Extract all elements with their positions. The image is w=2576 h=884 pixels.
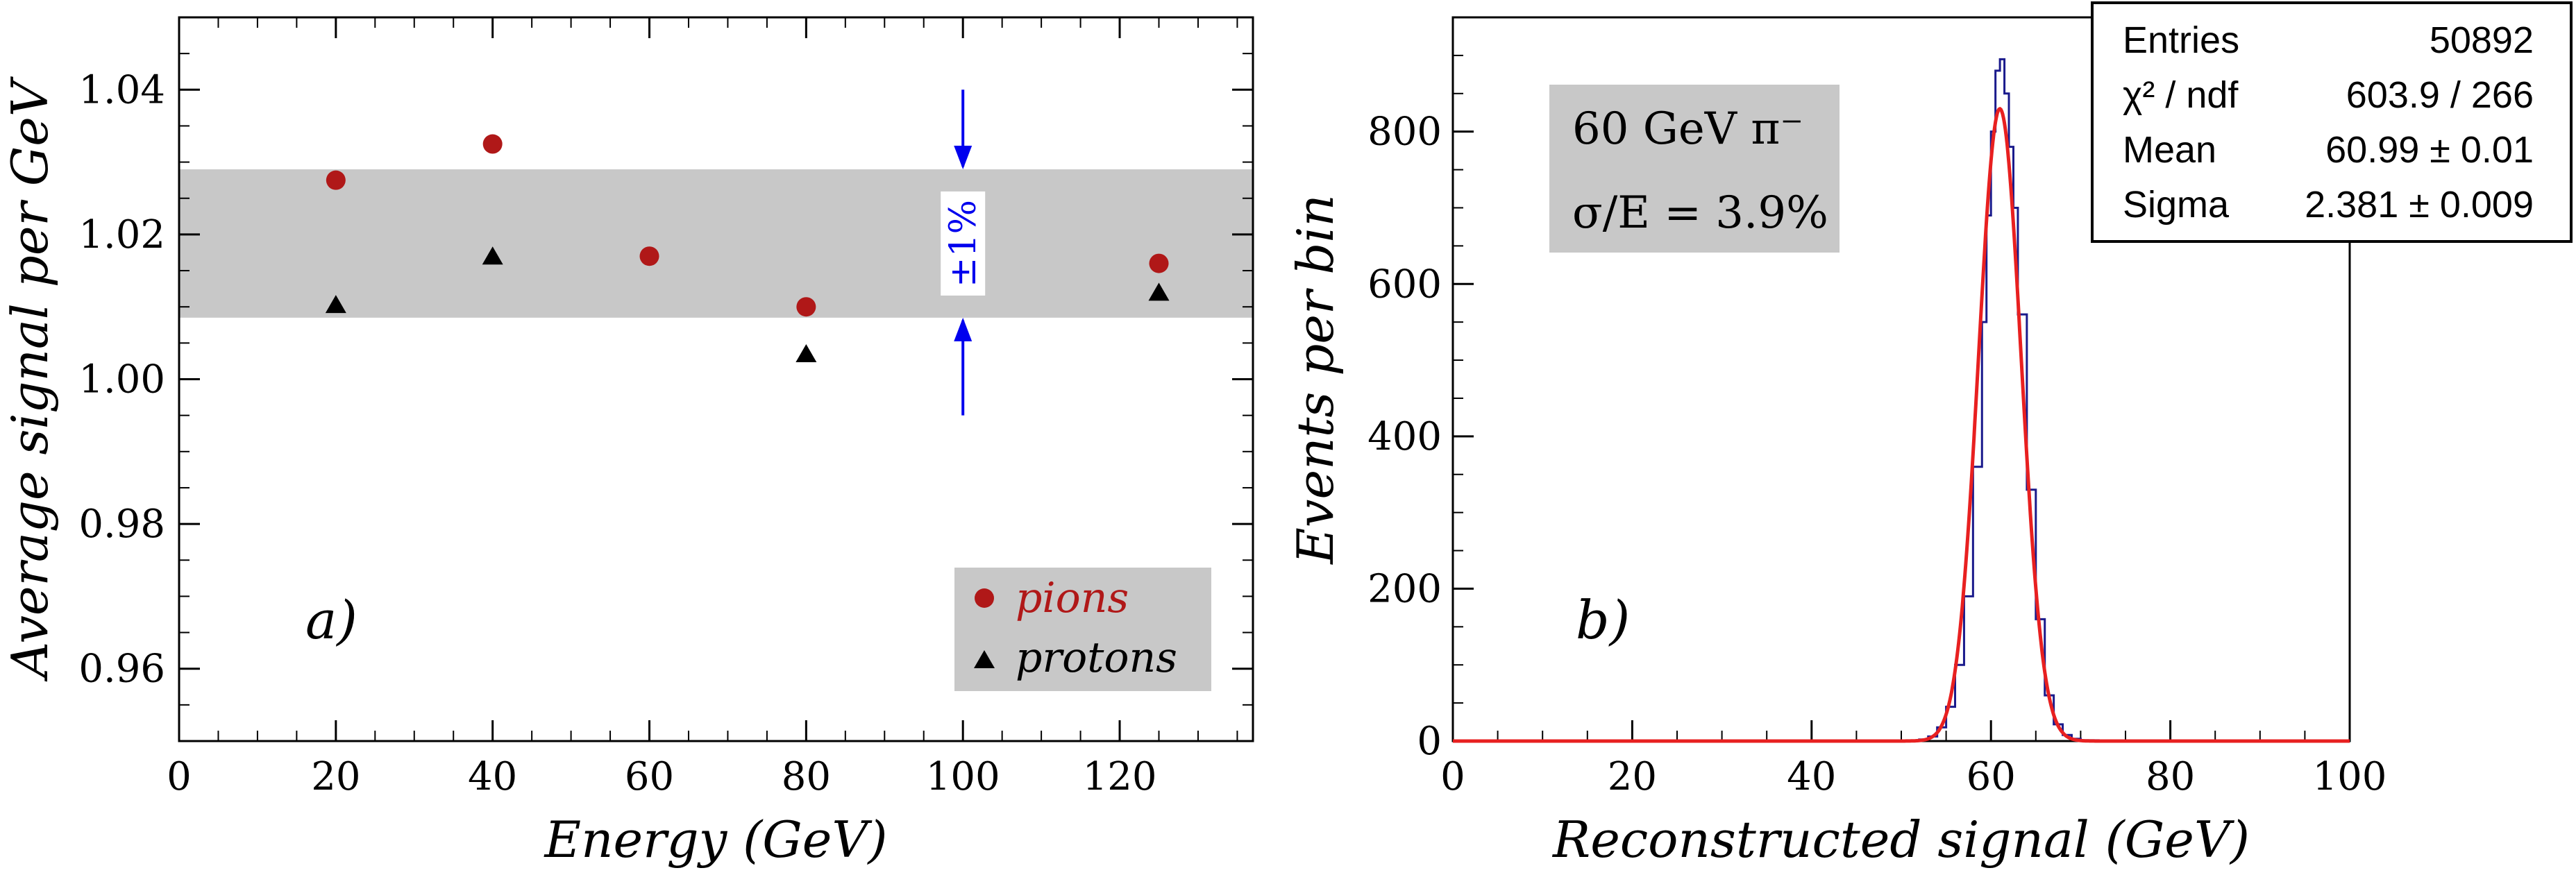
beam-info-background — [1549, 85, 1840, 253]
stats-sigma-value: 2.381 ± 0.009 — [2305, 184, 2534, 226]
y-tick-label: 0 — [1417, 719, 1442, 764]
panel-a-label: a) — [305, 589, 357, 651]
legend-pions-label: pions — [1016, 574, 1129, 622]
y-tick-label: 1.02 — [78, 212, 165, 257]
y-tick-label: 800 — [1367, 110, 1442, 155]
tolerance-band — [179, 169, 1253, 318]
y-tick-label: 1.04 — [78, 67, 165, 112]
arrow-up-head — [954, 317, 973, 341]
tolerance-band-layer — [179, 169, 1253, 318]
proton-data-point — [795, 343, 817, 362]
panel-a-frame — [178, 16, 1254, 742]
x-tick-label: 120 — [1083, 754, 1157, 799]
panel-a-y-axis-label: Average signal per GeV — [1, 76, 59, 682]
beam-info-energy: 60 GeV π⁻ — [1572, 103, 1803, 155]
y-tick-label: 200 — [1367, 566, 1442, 611]
legend-protons-label: protons — [1016, 634, 1177, 682]
stats-mean-value: 60.99 ± 0.01 — [2325, 129, 2534, 171]
panel-b-label: b) — [1576, 589, 1630, 651]
panel-a-legend: pions protons — [954, 568, 1211, 691]
legend-protons-marker — [974, 650, 995, 668]
stats-sigma-label: Sigma — [2123, 184, 2230, 226]
pion-data-point — [482, 134, 503, 154]
y-tick-label: 600 — [1367, 262, 1442, 307]
panel-a-ticks: 0 20 40 60 80 100 120 0.96 0.98 1.00 1.02 1.04 — [78, 17, 1253, 799]
proton-data-point — [1148, 282, 1170, 301]
stats-box-frame — [2091, 1, 2573, 243]
x-tick-label: 40 — [1787, 754, 1836, 799]
x-tick-label: 100 — [926, 754, 1000, 799]
proton-data-point — [482, 246, 503, 265]
panel-b-y-axis-label: Events per bin — [1286, 194, 1345, 565]
stats-chi2-label: χ² / ndf — [2123, 74, 2239, 116]
x-tick-label: 100 — [2313, 754, 2387, 799]
panel-a-x-axis-label: Energy (GeV) — [544, 810, 888, 869]
stats-box: Entries 50892 χ² / ndf 603.9 / 266 Mean … — [2091, 1, 2573, 243]
x-tick-label: 40 — [468, 754, 517, 799]
x-tick-label: 60 — [1967, 754, 2016, 799]
panel-b: 0 20 40 60 80 100 0 200 400 600 800 60 GeV π⁻ σ/E … — [1286, 1, 2573, 869]
panel-b-x-axis-label: Reconstructed signal (GeV) — [1551, 810, 2250, 869]
x-tick-label: 80 — [2146, 754, 2195, 799]
y-tick-label: 0.96 — [78, 647, 165, 692]
y-tick-label: 0.98 — [78, 502, 165, 547]
y-tick-label: 1.00 — [78, 357, 165, 402]
pion-data-point — [326, 170, 346, 190]
x-tick-label: 60 — [625, 754, 674, 799]
gaussian-fit-line — [1453, 106, 2350, 743]
percent-annotation: ±1% — [941, 90, 986, 416]
x-tick-label: 20 — [311, 754, 360, 799]
proton-data-point — [325, 295, 346, 314]
x-tick-label: 0 — [1440, 754, 1465, 799]
panel-b-ticks: 0 20 40 60 80 100 0 200 400 600 800 — [1367, 54, 2387, 799]
pion-data-point — [796, 297, 816, 317]
arrow-down-head — [954, 146, 973, 170]
pion-data-point — [1149, 253, 1169, 273]
stats-mean-label: Mean — [2123, 129, 2216, 171]
beam-info-resolution: σ/E = 3.9% — [1572, 187, 1828, 239]
x-tick-label: 80 — [782, 754, 831, 799]
x-tick-label: 20 — [1608, 754, 1657, 799]
legend-pions-marker — [975, 588, 994, 608]
x-tick-label: 0 — [167, 754, 192, 799]
panel-a-data-points — [325, 134, 1170, 362]
stats-chi2-value: 603.9 / 266 — [2346, 74, 2534, 116]
stats-entries-value: 50892 — [2430, 19, 2534, 61]
percent-annotation-label: ±1% — [943, 200, 984, 287]
percent-annotation-background — [941, 191, 986, 296]
beam-info-box: 60 GeV π⁻ σ/E = 3.9% — [1549, 85, 1840, 253]
pion-data-point — [639, 246, 659, 266]
legend-box — [954, 568, 1211, 691]
stats-entries-label: Entries — [2123, 19, 2239, 61]
y-tick-label: 400 — [1367, 414, 1442, 459]
